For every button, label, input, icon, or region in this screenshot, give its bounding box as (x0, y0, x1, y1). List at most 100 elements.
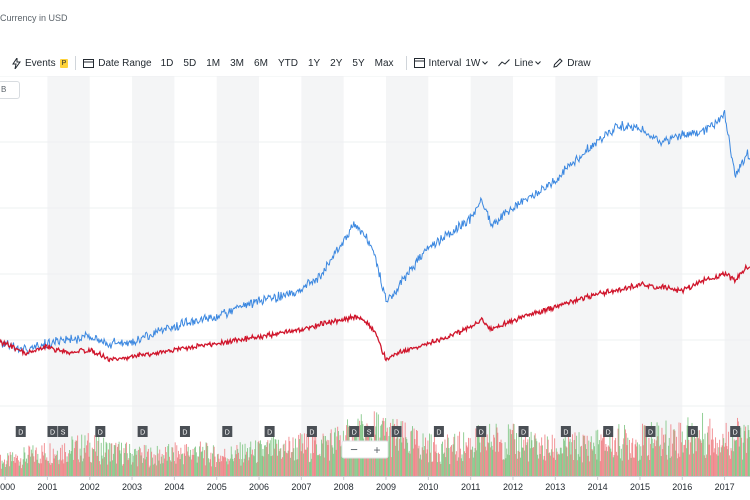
zoom-in-button[interactable]: + (373, 443, 380, 457)
event-marker-dividend[interactable]: D (47, 426, 58, 437)
volume-bar (489, 423, 491, 476)
event-marker-dividend[interactable]: D (603, 426, 614, 437)
volume-bar (72, 439, 74, 476)
volume-bar (548, 453, 550, 476)
volume-bar (572, 434, 573, 476)
event-marker-dividend[interactable]: D (518, 426, 529, 437)
year-band (301, 76, 344, 476)
volume-bar (4, 467, 6, 476)
x-tick-label: 2009 (376, 482, 396, 492)
x-tick-label: 2006 (249, 482, 269, 492)
interval-button[interactable]: Interval 1W (413, 58, 489, 69)
event-marker-dividend[interactable]: D (137, 426, 148, 437)
zoom-controls: − + (341, 440, 389, 459)
event-marker-dividend[interactable]: D (179, 426, 190, 437)
volume-bar (602, 429, 604, 476)
range-button-5y[interactable]: 5Y (352, 57, 365, 69)
draw-button[interactable]: Draw (553, 58, 591, 69)
comparison-chip[interactable]: B (0, 81, 20, 99)
range-button-6m[interactable]: 6M (254, 57, 268, 69)
volume-bar (70, 451, 72, 476)
zoom-out-button[interactable]: − (350, 442, 358, 457)
volume-bar (458, 457, 460, 476)
volume-bar (736, 439, 738, 476)
volume-bar (104, 457, 105, 476)
volume-bar (726, 446, 728, 476)
volume-bar (485, 446, 487, 476)
volume-bar (277, 439, 279, 476)
event-marker-dividend[interactable]: D (222, 426, 233, 437)
volume-bar (99, 464, 101, 476)
volume-bar (732, 427, 734, 476)
volume-bar (618, 424, 620, 476)
volume-bar (690, 427, 692, 476)
event-marker-dividend[interactable]: D (476, 426, 487, 437)
volume-bar (279, 448, 281, 476)
volume-bar (708, 444, 710, 476)
event-marker-split[interactable]: S (58, 426, 69, 437)
volume-bar (46, 457, 48, 476)
volume-bar (23, 447, 25, 476)
volume-bar (664, 434, 666, 476)
volume-bar (20, 458, 22, 476)
date-range-button[interactable]: Date Range (83, 58, 152, 69)
range-button-ytd[interactable]: YTD (277, 57, 298, 69)
volume-bar (412, 426, 413, 476)
volume-bar (469, 438, 471, 476)
range-button-1d[interactable]: 1D (160, 57, 174, 69)
volume-bar (217, 453, 219, 476)
volume-bar (511, 434, 513, 476)
volume-bar (351, 449, 352, 476)
event-marker-dividend[interactable]: D (730, 426, 741, 437)
volume-bar (16, 457, 18, 476)
volume-bar (417, 448, 419, 476)
event-marker-dividend[interactable]: D (687, 426, 698, 437)
volume-bar (405, 437, 407, 476)
range-button-1y[interactable]: 1Y (307, 57, 321, 69)
volume-bar (674, 430, 676, 476)
volume-bar (420, 459, 422, 476)
range-button-5d[interactable]: 5D (183, 57, 197, 69)
range-button-1m[interactable]: 1M (206, 57, 221, 69)
volume-bar (62, 459, 64, 476)
range-button-3m[interactable]: 3M (230, 57, 245, 69)
volume-bar (446, 434, 448, 476)
range-button-2y[interactable]: 2Y (330, 57, 343, 69)
volume-bar (80, 455, 82, 476)
event-marker-dividend[interactable]: D (433, 426, 444, 437)
events-button[interactable]: Events P (12, 57, 69, 69)
volume-bar (607, 451, 608, 476)
price-chart[interactable]: DDSDDDDDDDSDDDDDDDDD−+200020012002200320… (0, 76, 750, 500)
volume-bar (143, 444, 145, 476)
volume-bar (29, 446, 31, 476)
year-band (555, 76, 598, 476)
volume-bar (60, 460, 62, 476)
volume-bar (601, 440, 603, 476)
volume-bar (694, 438, 696, 476)
event-marker-box (222, 426, 233, 437)
event-marker-dividend[interactable]: D (15, 426, 26, 437)
event-marker-dividend[interactable]: D (306, 426, 317, 437)
event-marker-dividend[interactable]: D (349, 426, 360, 437)
volume-bar (748, 430, 750, 476)
volume-bar (715, 454, 717, 476)
event-marker-dividend[interactable]: D (645, 426, 656, 437)
volume-bar (199, 446, 200, 476)
volume-bar (609, 434, 611, 476)
event-marker-dividend[interactable]: D (95, 426, 106, 437)
volume-bar (24, 452, 26, 476)
volume-bar (509, 428, 511, 476)
volume-bar (164, 446, 166, 476)
volume-bar (615, 451, 617, 476)
event-marker-dividend[interactable]: D (560, 426, 571, 437)
volume-bar (667, 459, 669, 476)
event-marker-dividend[interactable]: D (391, 426, 402, 437)
chart-type-button[interactable]: Line (498, 58, 542, 69)
volume-bar (480, 452, 482, 476)
event-marker-split[interactable]: S (364, 426, 375, 437)
volume-bar (491, 445, 493, 476)
volume-bar (741, 459, 743, 476)
event-marker-dividend[interactable]: D (264, 426, 275, 437)
range-button-max[interactable]: Max (374, 57, 394, 69)
volume-bar (173, 461, 175, 476)
